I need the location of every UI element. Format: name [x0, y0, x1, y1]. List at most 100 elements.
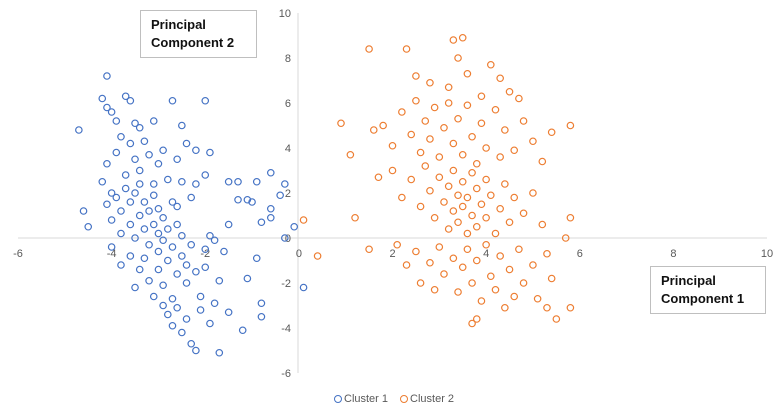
cluster-2-point	[477, 119, 486, 128]
cluster-1-point	[159, 301, 167, 310]
cluster-2-point	[463, 245, 472, 254]
cluster-2-point	[482, 240, 490, 249]
cluster-1-point	[178, 177, 186, 186]
cluster-2-point	[472, 184, 481, 193]
cluster-1-point	[182, 139, 191, 148]
cluster-1-point	[266, 168, 275, 177]
cluster-1-point	[201, 245, 210, 254]
cluster-2-point	[379, 121, 387, 130]
y-tick-label: 8	[285, 53, 291, 65]
cluster-1-point	[98, 94, 107, 103]
cluster-1-point	[112, 193, 121, 202]
cluster-2-point	[444, 99, 453, 107]
cluster-2-point	[463, 229, 472, 238]
x-tick-label: 4	[483, 248, 489, 260]
cluster-2-point	[440, 123, 448, 132]
cluster-2-point	[458, 150, 467, 159]
cluster-1-marker-icon	[334, 395, 342, 403]
cluster-1-point	[238, 326, 247, 335]
cluster-2-point	[435, 173, 444, 182]
cluster-2-point	[505, 265, 514, 274]
cluster-1-point	[159, 236, 167, 245]
cluster-2-point	[538, 157, 547, 166]
cluster-1-point	[145, 150, 153, 159]
cluster-2-point	[402, 45, 411, 53]
cluster-1-point	[131, 283, 139, 292]
cluster-2-point	[472, 315, 481, 323]
cluster-1-point	[145, 240, 153, 249]
cluster-2-point	[388, 166, 397, 175]
cluster-2-point	[416, 148, 425, 157]
cluster-1-point	[281, 180, 289, 188]
cluster-2-point	[487, 191, 495, 200]
cluster-1-point	[243, 274, 252, 283]
cluster-2-point	[566, 213, 575, 222]
cluster-1-point	[79, 207, 88, 215]
cluster-1-point	[168, 321, 177, 330]
legend-item-cluster-1: Cluster 1	[334, 393, 388, 405]
cluster-2-point	[487, 272, 495, 281]
cluster-2-point	[402, 261, 411, 269]
cluster-2-point	[365, 245, 373, 254]
cluster-1-point	[126, 252, 135, 260]
cluster-2-point	[496, 204, 504, 213]
cluster-1-point	[266, 204, 275, 213]
cluster-2-point	[407, 175, 416, 184]
cluster-2-point	[543, 249, 551, 258]
cluster-2-point	[505, 218, 514, 227]
cluster-1-point	[182, 261, 191, 269]
cluster-1-point	[164, 256, 172, 265]
cluster-2-point	[510, 292, 519, 301]
y-tick-label: 10	[279, 8, 291, 20]
cluster-2-point	[421, 162, 430, 170]
cluster-1-point	[173, 155, 181, 164]
cluster-1-point	[135, 166, 144, 175]
cluster-1-point	[131, 119, 139, 128]
cluster-2-point	[449, 254, 458, 263]
cluster-2-point	[426, 258, 434, 267]
cluster-1-point	[103, 72, 111, 80]
cluster-1-point	[257, 218, 266, 227]
cluster-2-point	[501, 126, 509, 134]
cluster-1-point	[215, 276, 224, 285]
cluster-1-point	[196, 292, 205, 301]
cluster-1-point	[168, 198, 177, 206]
cluster-2-point	[496, 153, 504, 161]
cluster-2-point	[426, 186, 434, 195]
cluster-1-point	[182, 315, 191, 323]
cluster-2-point	[458, 177, 467, 186]
x-tick-label: 0	[296, 248, 302, 260]
cluster-2-point	[529, 137, 537, 146]
cluster-2-point	[440, 198, 448, 206]
cluster-2-point	[529, 261, 537, 269]
cluster-2-point	[454, 288, 462, 296]
cluster-2-point	[444, 83, 453, 92]
cluster-1-point	[126, 198, 135, 206]
cluster-2-point	[482, 175, 490, 184]
cluster-1-point	[140, 137, 149, 146]
cluster-1-point	[154, 159, 163, 168]
cluster-2-point	[449, 36, 458, 44]
cluster-1-point	[173, 270, 181, 278]
cluster-2-point	[529, 189, 537, 197]
x-tick-label: 2	[389, 248, 395, 260]
cluster-2-point	[454, 54, 462, 62]
cluster-1-point	[135, 123, 144, 132]
cluster-1-point	[84, 222, 93, 231]
legend-item-cluster-2: Cluster 2	[400, 393, 454, 405]
cluster-1-point	[154, 247, 163, 256]
cluster-1-point	[187, 240, 196, 249]
cluster-2-point	[449, 139, 458, 148]
y-tick-label: -6	[281, 368, 291, 380]
cluster-2-point	[468, 168, 476, 177]
cluster-2-point	[519, 209, 528, 218]
cluster-1-point	[112, 148, 121, 157]
cluster-2-point	[351, 213, 359, 222]
cluster-1-point	[192, 267, 200, 276]
cluster-1-point	[145, 276, 153, 285]
cluster-2-point	[468, 132, 476, 141]
cluster-1-point	[140, 198, 149, 206]
cluster-2-point	[393, 240, 401, 249]
cluster-1-point	[149, 191, 158, 200]
